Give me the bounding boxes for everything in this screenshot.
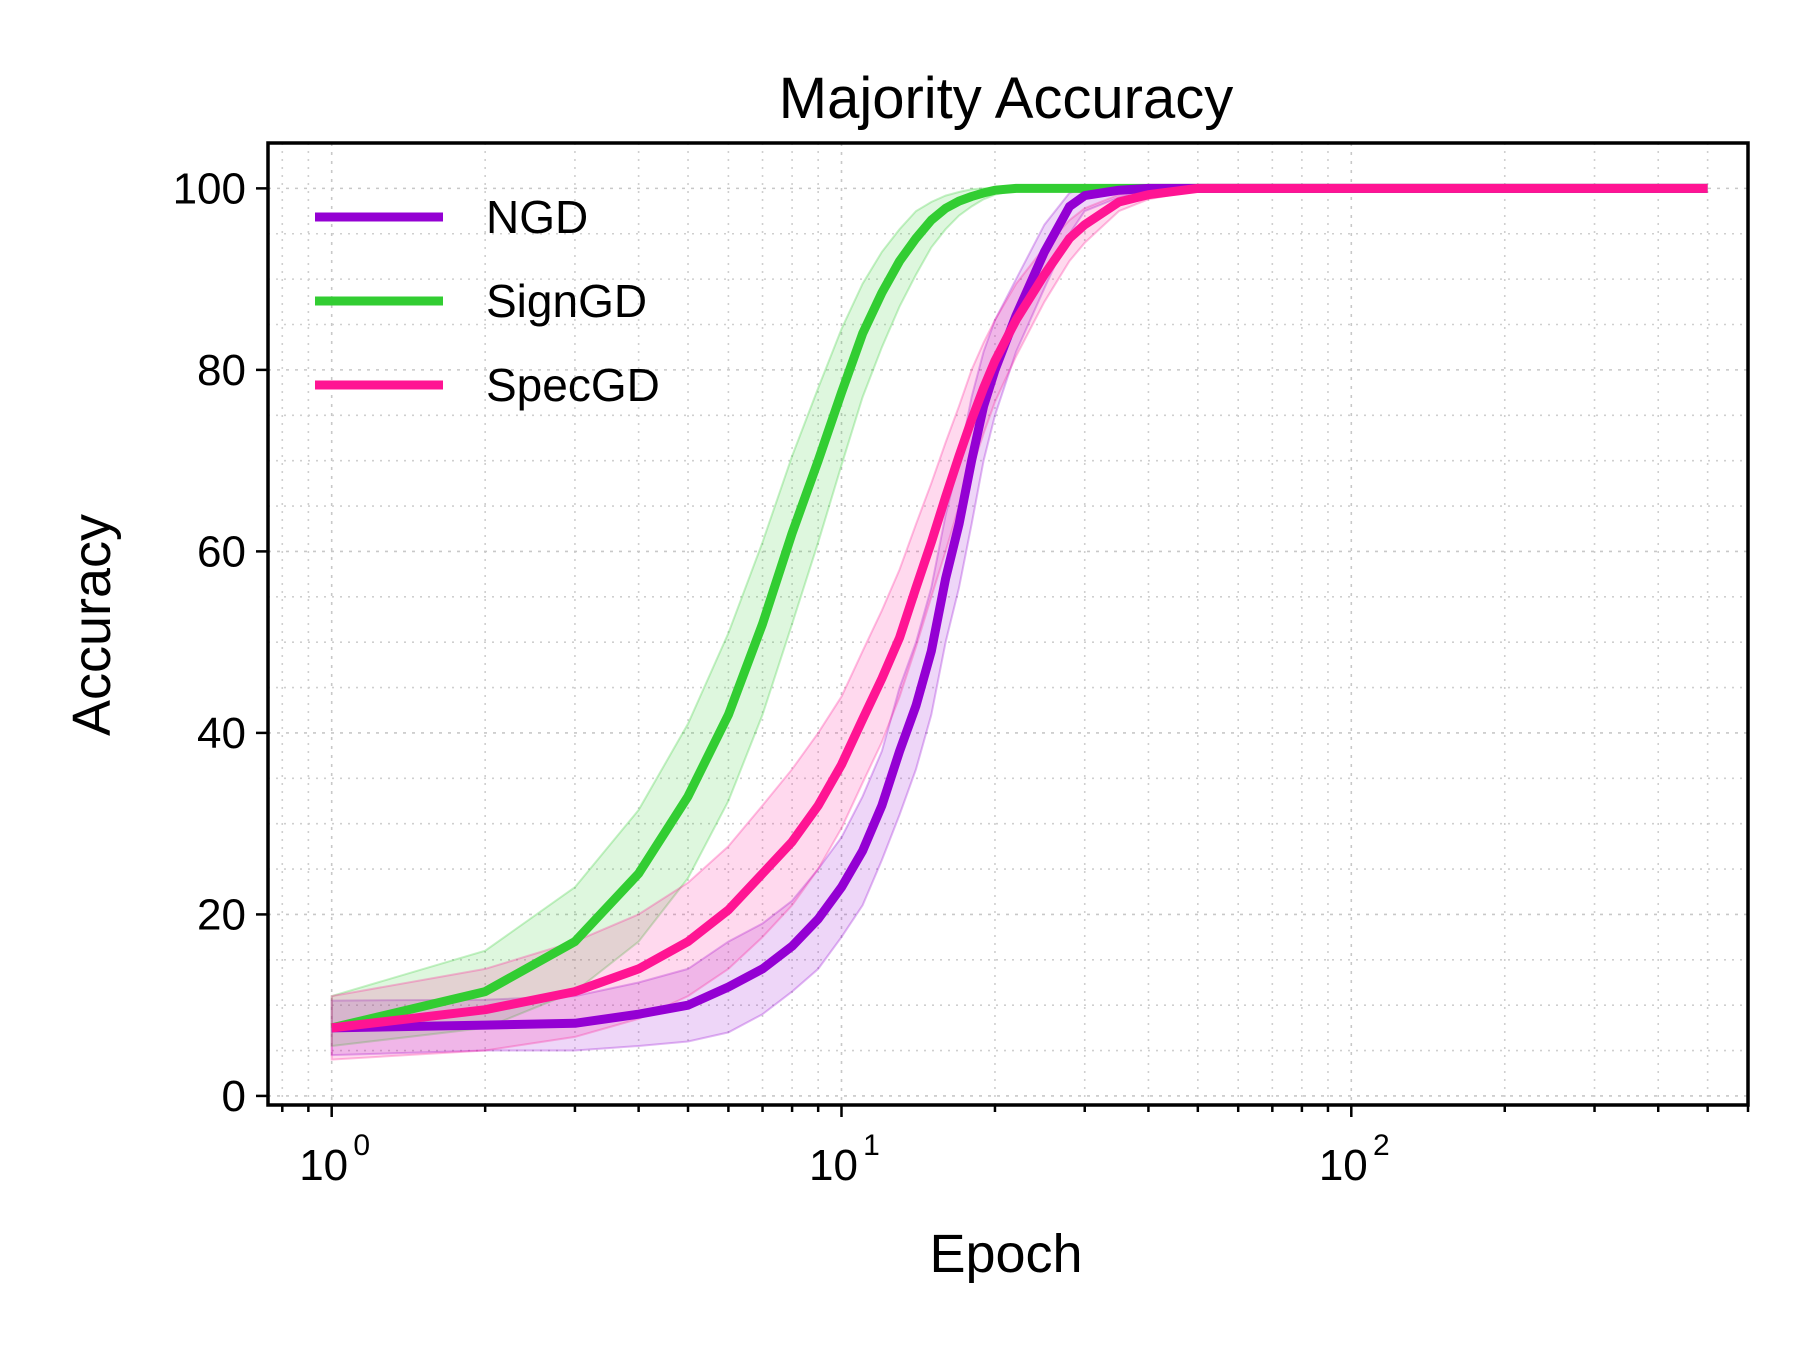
y-tick-label: 20 [197,890,246,939]
x-tick-label-exponent: 0 [353,1129,370,1162]
ngd-legend-label: NGD [486,191,588,243]
x-axis-label: Epoch [929,1224,1082,1284]
chart-title: Majority Accuracy [779,66,1233,131]
y-tick-label: 80 [197,346,246,395]
legend: NGD SignGD SpecGD [315,191,660,411]
y-tick-label: 40 [197,709,246,758]
specgd-series-line [331,183,1708,1033]
grid-lines [268,143,1749,1105]
x-tick-label: 10 [809,1141,858,1190]
series-lines [330,183,1708,1033]
plot-frame [266,141,1750,1107]
signgd-legend-label: SignGD [486,275,647,327]
y-tick-label: 60 [197,527,246,576]
x-tick-label: 10 [299,1141,348,1190]
y-tick-label: 100 [173,164,246,213]
x-tick-label-exponent: 1 [863,1129,880,1162]
x-tick-label-exponent: 2 [1373,1129,1390,1162]
ngd-series-line [331,183,1708,1033]
y-axis-label: Accuracy [62,514,122,736]
y-tick-label: 0 [222,1072,246,1121]
x-tick-label: 10 [1319,1141,1368,1190]
specgd-legend-label: SpecGD [486,359,660,411]
